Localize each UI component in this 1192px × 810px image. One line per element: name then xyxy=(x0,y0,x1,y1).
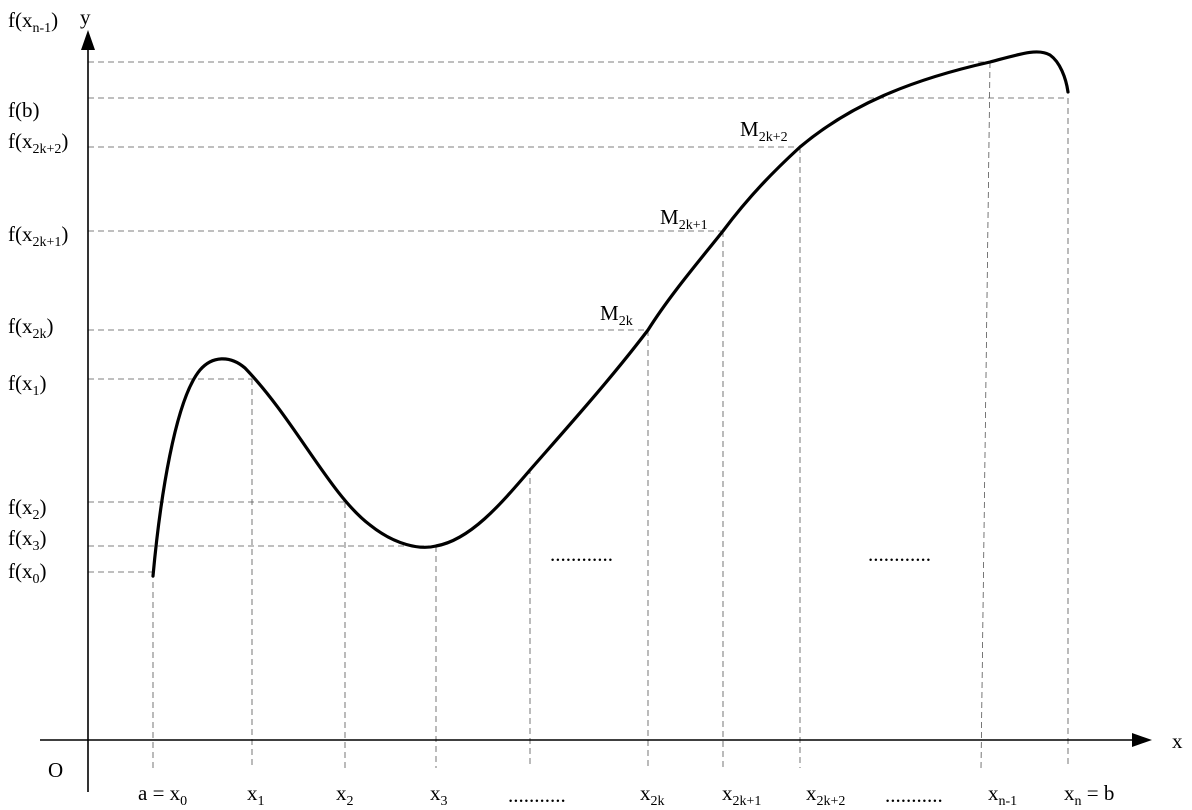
x-label-xn-b: xn = b xyxy=(1064,781,1114,809)
point-label-m2k2: M2k+2 xyxy=(740,117,788,145)
x-axis-labels: a = x0 x1 x2 x3 ........... x2k x2k+1 x2… xyxy=(138,781,1114,809)
x-label-xn1: xn-1 xyxy=(988,781,1017,809)
function-curve xyxy=(151,50,1070,578)
y-label-f-x3: f(x3) xyxy=(8,526,47,554)
x-label-dots-1: ........... xyxy=(508,783,566,807)
x-label-x2: x2 xyxy=(336,781,354,809)
x-label-dots-2: ........... xyxy=(885,783,943,807)
x-label-x3: x3 xyxy=(430,781,448,809)
guide-v-xn1 xyxy=(980,61,991,769)
y-axis-label: y xyxy=(80,5,91,29)
y-label-f-x2k2: f(x2k+2) xyxy=(8,129,68,157)
y-label-f-x2k: f(x2k) xyxy=(8,314,54,342)
vertical-guides xyxy=(152,61,1069,769)
axes xyxy=(40,30,1152,792)
y-label-f-x2k1: f(x2k+1) xyxy=(8,222,68,250)
y-axis-arrow xyxy=(81,30,95,50)
horizontal-guides xyxy=(88,61,1068,573)
y-axis-labels: f(xn-1) f(b) f(x2k+2) f(x2k+1) f(x2k) f(… xyxy=(8,8,68,587)
ellipsis-left: ............ xyxy=(550,542,613,566)
y-label-f-x1: f(x1) xyxy=(8,371,47,399)
x-axis-label: x xyxy=(1172,729,1183,753)
x-label-x2k2: x2k+2 xyxy=(806,781,845,809)
ellipsis-right: ............ xyxy=(868,542,931,566)
y-label-f-x2: f(x2) xyxy=(8,495,47,523)
point-labels: M2k M2k+1 M2k+2 xyxy=(600,117,788,329)
x-axis-arrow xyxy=(1132,733,1152,747)
point-label-m2k1: M2k+1 xyxy=(660,205,708,233)
x-label-x2k1: x2k+1 xyxy=(722,781,761,809)
x-label-x1: x1 xyxy=(247,781,265,809)
x-label-x2k: x2k xyxy=(640,781,665,809)
y-label-f-b: f(b) xyxy=(8,98,39,122)
origin-label: O xyxy=(48,758,63,782)
y-label-f-x0: f(x0) xyxy=(8,559,47,587)
x-label-a-x0: a = x0 xyxy=(138,781,187,809)
y-label-f-xn1: f(xn-1) xyxy=(8,8,58,36)
point-label-m2k: M2k xyxy=(600,301,633,329)
